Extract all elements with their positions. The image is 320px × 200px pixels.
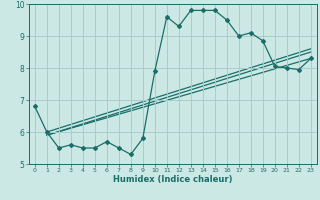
X-axis label: Humidex (Indice chaleur): Humidex (Indice chaleur)	[113, 175, 233, 184]
